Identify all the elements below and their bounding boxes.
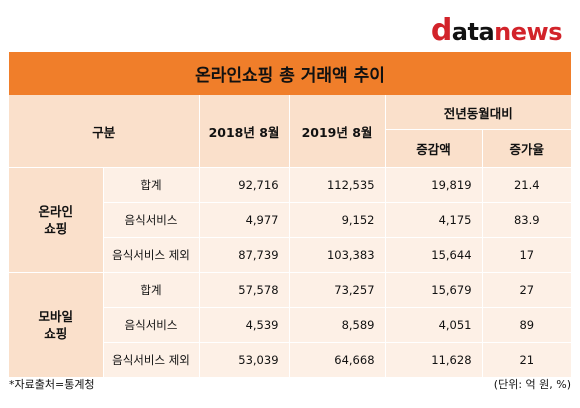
datanews-logo: datanews <box>430 13 563 48</box>
value-2019: 103,383 <box>289 237 386 273</box>
header-2018: 2018년 8월 <box>199 95 290 168</box>
table-row: 온라인 쇼핑 합계 92,716 112,535 19,819 21.4 <box>9 167 572 273</box>
value-diff: 4,051 <box>385 307 483 343</box>
row-label: 합계 <box>103 167 200 203</box>
value-2018: 57,578 <box>199 272 290 308</box>
value-2019: 64,668 <box>289 342 386 378</box>
value-diff: 19,819 <box>385 167 483 203</box>
value-diff: 15,644 <box>385 237 483 273</box>
transaction-table: 구분 2018년 8월 2019년 8월 전년동월대비 증감액 증가율 온라인 … <box>9 95 572 378</box>
value-rate: 21 <box>482 342 572 378</box>
value-2018: 87,739 <box>199 237 290 273</box>
row-label: 음식서비스 <box>103 202 200 238</box>
value-diff: 11,628 <box>385 342 483 378</box>
header-change-amount: 증감액 <box>385 129 483 168</box>
row-label: 음식서비스 제외 <box>103 237 200 273</box>
logo-d: d <box>430 13 452 48</box>
value-2019: 73,257 <box>289 272 386 308</box>
group-label-line1: 모바일 <box>38 309 73 324</box>
unit-note: (단위: 억 원, %) <box>493 378 571 391</box>
value-rate: 27 <box>482 272 572 308</box>
value-rate: 89 <box>482 307 572 343</box>
group-label-line1: 온라인 <box>38 204 73 219</box>
group-label-online: 온라인 쇼핑 <box>9 167 104 273</box>
value-2018: 92,716 <box>199 167 290 203</box>
subheader-row: 증감액 증가율 <box>9 129 572 168</box>
source-note: *자료출처=통계청 <box>9 378 95 391</box>
value-rate: 83.9 <box>482 202 572 238</box>
logo-ata: ata <box>451 18 495 46</box>
row-label: 합계 <box>103 272 200 308</box>
value-2018: 4,977 <box>199 202 290 238</box>
header-category: 구분 <box>9 95 200 168</box>
table-row: 음식서비스 제외 87,739 103,383 15,644 17 <box>9 237 572 273</box>
table-row: 음식서비스 4,977 9,152 4,175 83.9 <box>9 202 572 238</box>
value-2019: 112,535 <box>289 167 386 203</box>
value-2019: 8,589 <box>289 307 386 343</box>
table-title: 온라인쇼핑 총 거래액 추이 <box>9 52 571 95</box>
value-2019: 9,152 <box>289 202 386 238</box>
header-change-rate: 증가율 <box>482 129 572 168</box>
row-label: 음식서비스 제외 <box>103 342 200 378</box>
value-rate: 17 <box>482 237 572 273</box>
row-label: 음식서비스 <box>103 307 200 343</box>
table-row: 음식서비스 4,539 8,589 4,051 89 <box>9 307 572 343</box>
header-yoy: 전년동월대비 <box>385 95 572 130</box>
group-label-mobile: 모바일 쇼핑 <box>9 272 104 378</box>
value-rate: 21.4 <box>482 167 572 203</box>
table-row: 모바일 쇼핑 합계 57,578 73,257 15,679 27 <box>9 272 572 378</box>
header-row: 구분 2018년 8월 2019년 8월 전년동월대비 <box>9 95 572 168</box>
header-2019: 2019년 8월 <box>289 95 386 168</box>
group-label-line2: 쇼핑 <box>44 326 68 341</box>
table-row: 음식서비스 제외 53,039 64,668 11,628 21 <box>9 342 572 378</box>
value-2018: 4,539 <box>199 307 290 343</box>
value-2018: 53,039 <box>199 342 290 378</box>
group-label-line2: 쇼핑 <box>44 221 68 236</box>
logo-news: news <box>494 18 562 46</box>
value-diff: 15,679 <box>385 272 483 308</box>
value-diff: 4,175 <box>385 202 483 238</box>
